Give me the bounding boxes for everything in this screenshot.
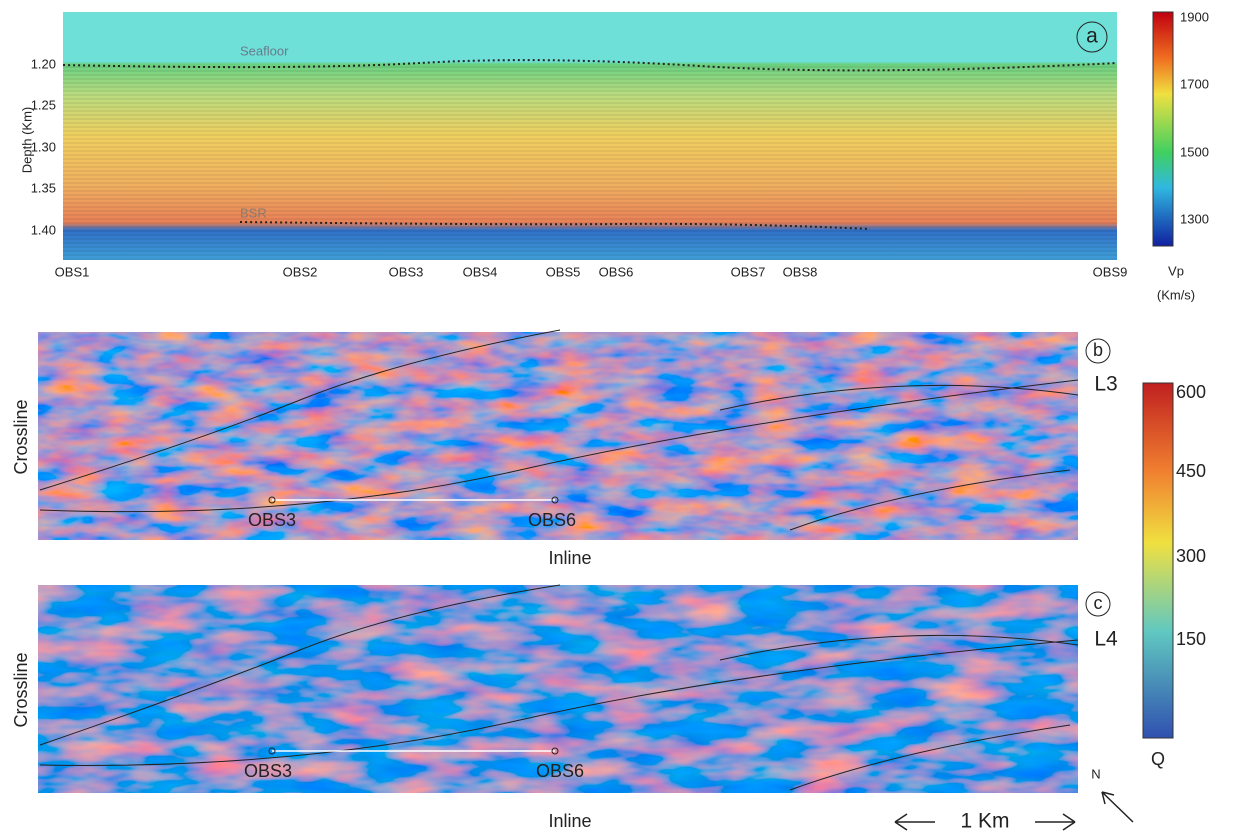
colorbar-unit: (Km/s) — [1157, 287, 1195, 302]
obs-label: OBS2 — [283, 264, 318, 279]
y-axis-label: Crossline — [11, 399, 31, 474]
obs-label: OBS7 — [731, 264, 766, 279]
obs-label: OBS3 — [244, 761, 292, 781]
obs-label: OBS1 — [55, 264, 90, 279]
line-label: L3 — [1094, 373, 1117, 396]
colorbar-tick-label: 450 — [1176, 461, 1206, 481]
x-axis-label: Inline — [548, 548, 591, 568]
figure: a Seafloor BSR Depth (Km) 1.20 1.25 1.30… — [0, 0, 1234, 840]
obs-label: OBS6 — [599, 264, 634, 279]
obs-label: OBS4 — [463, 264, 498, 279]
colorbar-tick-label: 1900 — [1180, 9, 1209, 24]
scale-bar: 1 Km — [895, 810, 1075, 833]
panel-b: OBS3 OBS6 Crossline Inline b L3 — [11, 330, 1118, 568]
panel-label: c — [1094, 593, 1103, 613]
panel-label: a — [1086, 25, 1098, 48]
horizon-label: Seafloor — [240, 43, 289, 58]
y-tick-label: 1.40 — [31, 222, 56, 237]
obs-label: OBS5 — [546, 264, 581, 279]
colorbar-tick-label: 300 — [1176, 546, 1206, 566]
colorbar-tick-label: 150 — [1176, 629, 1206, 649]
panel-a: a Seafloor BSR Depth (Km) 1.20 1.25 1.30… — [19, 9, 1208, 302]
colorbar-tick-label: 1300 — [1180, 211, 1209, 226]
colorbar-tick-label: 1500 — [1180, 144, 1209, 159]
y-tick-label: 1.25 — [31, 97, 56, 112]
y-tick-label: 1.35 — [31, 180, 56, 195]
colorbar-tick-label: 600 — [1176, 382, 1206, 402]
north-label: N — [1091, 766, 1100, 781]
north-arrow: N — [1091, 766, 1133, 822]
y-axis-label: Crossline — [11, 652, 31, 727]
obs-label: OBS9 — [1093, 264, 1128, 279]
colorbar — [1143, 383, 1173, 738]
obs-label: OBS6 — [536, 761, 584, 781]
north-arrow-shape — [1102, 792, 1133, 822]
panel-label: b — [1093, 340, 1103, 360]
line-label: L4 — [1094, 628, 1118, 651]
obs-label: OBS6 — [528, 510, 576, 530]
colorbar-title: Vp — [1168, 263, 1184, 278]
reflections — [63, 65, 1117, 260]
q-colorbar: 600 450 300 150 Q — [1143, 382, 1206, 769]
obs-label: OBS3 — [389, 264, 424, 279]
clip-mask — [1212, 370, 1234, 670]
colorbar-tick-label: 1700 — [1180, 76, 1209, 91]
x-axis-label: Inline — [548, 811, 591, 831]
colorbar-title: Q — [1151, 749, 1165, 769]
scale-label: 1 Km — [960, 810, 1009, 833]
vp-colorbar — [1153, 12, 1173, 246]
y-tick-label: 1.30 — [31, 139, 56, 154]
horizon-label: BSR — [240, 205, 267, 220]
y-tick-label: 1.20 — [31, 56, 56, 71]
panel-c: OBS3 OBS6 Crossline Inline c L4 — [11, 585, 1118, 831]
obs-label: OBS8 — [783, 264, 818, 279]
obs-label: OBS3 — [248, 510, 296, 530]
clip-mask — [1212, 0, 1234, 300]
